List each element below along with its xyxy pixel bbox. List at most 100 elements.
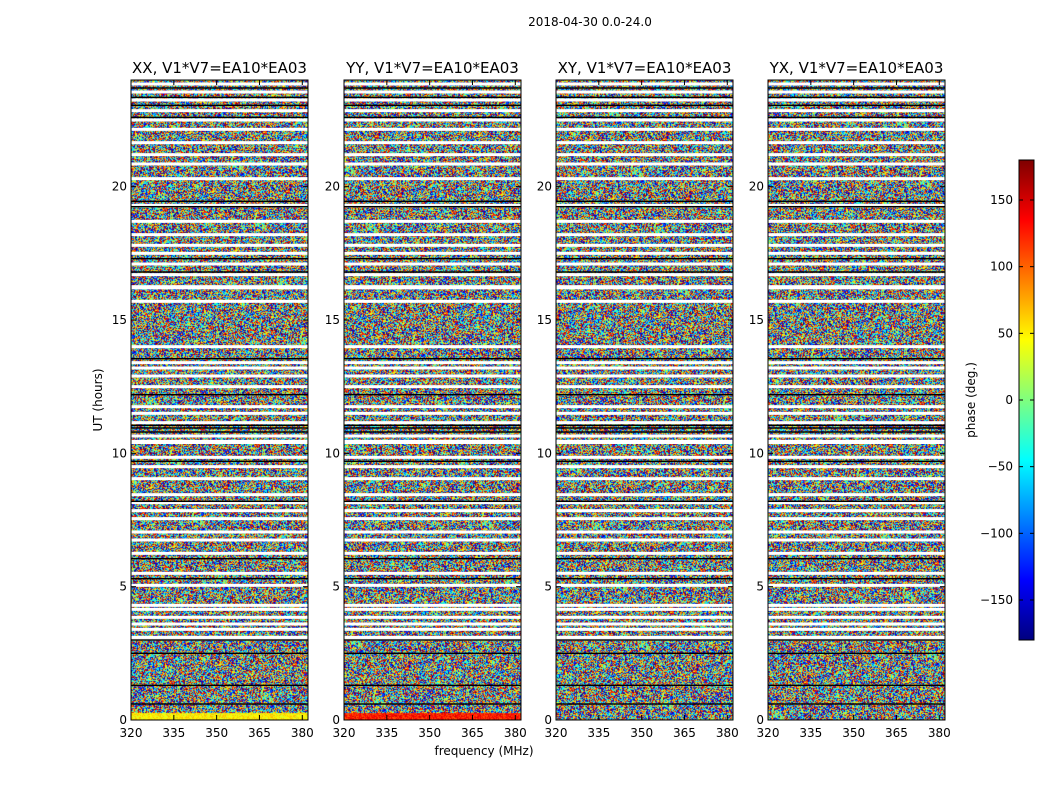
flagged-gap <box>768 286 945 290</box>
colorbar-tick-label: 100 <box>990 260 1013 274</box>
flagged-gap <box>344 219 521 223</box>
x-tick-label: 335 <box>799 726 822 740</box>
x-tick-label: 320 <box>545 726 568 740</box>
flagged-gap <box>556 635 733 639</box>
flagged-gap <box>768 622 945 626</box>
dark-row <box>344 257 521 260</box>
y-tick-label: 5 <box>756 580 764 594</box>
dark-row <box>131 703 308 705</box>
x-tick-label: 335 <box>162 726 185 740</box>
y-tick-label: 20 <box>537 180 552 194</box>
dark-row <box>344 652 521 655</box>
dark-row <box>556 427 733 429</box>
x-tick-label: 380 <box>291 726 314 740</box>
phase-heatmap-image <box>344 80 521 720</box>
flagged-gap <box>768 204 945 208</box>
flagged-gap <box>131 517 308 521</box>
dark-row <box>131 684 308 687</box>
dark-row <box>556 271 733 273</box>
flagged-gap <box>131 421 308 425</box>
flagged-gap <box>768 530 945 534</box>
flagged-gap <box>768 615 945 619</box>
flagged-gap <box>768 262 945 266</box>
dark-row <box>131 257 308 260</box>
dark-row <box>131 639 308 641</box>
flagged-gap <box>131 82 308 86</box>
dark-row <box>344 87 521 89</box>
flagged-gap <box>344 583 521 587</box>
flagged-gap <box>344 501 521 505</box>
flagged-gap <box>344 411 521 415</box>
x-tick-label: 350 <box>205 726 228 740</box>
flagged-gap <box>556 90 733 94</box>
flagged-gap <box>131 251 308 255</box>
flagged-gap <box>768 273 945 277</box>
flagged-gap <box>131 98 308 102</box>
flagged-gap <box>131 141 308 145</box>
dark-row <box>556 500 733 503</box>
dark-row <box>556 577 733 580</box>
flagged-gap <box>556 615 733 619</box>
flagged-gap <box>556 262 733 266</box>
flagged-gap <box>556 141 733 145</box>
x-axis-label: frequency (MHz) <box>434 744 533 758</box>
flagged-gap <box>131 273 308 277</box>
flagged-gap <box>131 434 308 438</box>
flagged-gap <box>768 366 945 370</box>
dark-row <box>344 104 521 107</box>
flagged-gap <box>556 82 733 86</box>
dark-row <box>556 87 733 89</box>
y-tick-label: 20 <box>325 180 340 194</box>
flagged-gap <box>556 219 733 223</box>
x-tick-label: 365 <box>248 726 271 740</box>
dark-row <box>556 557 733 560</box>
flagged-gap <box>768 345 945 349</box>
flagged-gap <box>556 299 733 303</box>
y-tick-label: 0 <box>332 713 340 727</box>
dark-row <box>768 200 945 203</box>
flagged-gap <box>768 361 945 365</box>
y-tick-label: 15 <box>325 313 340 327</box>
flagged-gap <box>556 153 733 157</box>
flagged-gap <box>344 204 521 208</box>
flagged-gap <box>131 538 308 542</box>
flagged-gap <box>131 299 308 303</box>
flagged-gap <box>131 622 308 626</box>
dark-row <box>344 431 521 433</box>
y-tick-label: 20 <box>112 180 127 194</box>
flagged-gap <box>131 361 308 365</box>
dark-row <box>768 684 945 687</box>
flagged-gap <box>344 551 521 555</box>
flagged-gap <box>556 162 733 166</box>
x-tick-label: 350 <box>630 726 653 740</box>
dark-row <box>768 652 945 655</box>
dark-row <box>131 104 308 107</box>
flagged-gap <box>768 571 945 575</box>
flagged-gap <box>344 262 521 266</box>
dark-row <box>344 639 521 641</box>
flagged-gap <box>768 82 945 86</box>
flagged-gap <box>768 385 945 389</box>
flagged-gap <box>131 530 308 534</box>
flagged-gap <box>344 118 521 122</box>
dark-row <box>344 200 521 203</box>
flagged-gap <box>768 299 945 303</box>
flagged-gap <box>344 90 521 94</box>
flagged-gap <box>344 233 521 237</box>
x-tick-label: 320 <box>757 726 780 740</box>
dark-row <box>556 639 733 641</box>
phase-heatmap-image <box>768 80 945 720</box>
y-tick-label: 5 <box>544 580 552 594</box>
flagged-gap <box>768 421 945 425</box>
flagged-gap <box>131 90 308 94</box>
flagged-gap <box>556 477 733 481</box>
flagged-gap <box>131 153 308 157</box>
flagged-gap <box>768 493 945 497</box>
flagged-gap <box>768 551 945 555</box>
flagged-gap <box>344 434 521 438</box>
dark-row <box>768 424 945 427</box>
flagged-gap <box>768 465 945 469</box>
dark-row <box>768 703 945 705</box>
flagged-gap <box>344 366 521 370</box>
flagged-gap <box>131 233 308 237</box>
